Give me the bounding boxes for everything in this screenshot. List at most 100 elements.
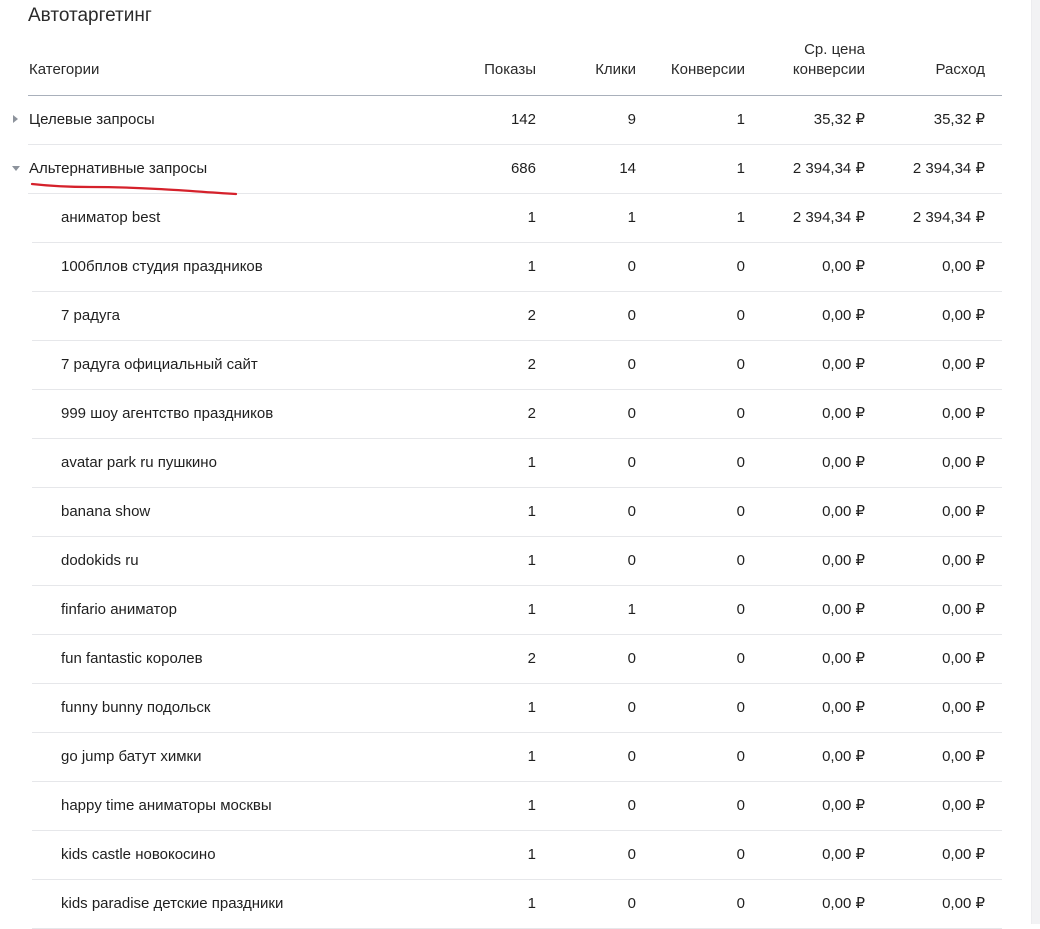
row-divider bbox=[28, 193, 1002, 194]
child-row: 100бплов студия праздников 1 0 0 0,00 ₽ 0,00 … bbox=[0, 243, 1040, 292]
row-avg-cpa: 0,00 ₽ bbox=[822, 552, 865, 569]
row-conversions: 0 bbox=[736, 552, 745, 569]
row-name: banana show bbox=[61, 503, 151, 520]
row-impressions: 1 bbox=[527, 846, 536, 863]
row-impressions: 2 bbox=[527, 356, 536, 373]
child-row: finfario аниматор 1 1 0 0,00 ₽ 0,00 ₽ bbox=[0, 586, 1040, 635]
row-divider bbox=[32, 683, 1002, 684]
column-header-conversions[interactable]: Конверсии bbox=[670, 61, 745, 78]
row-conversions: 0 bbox=[736, 503, 745, 520]
group-row[interactable]: Целевые запросы 142 9 1 35,32 ₽ 35,32 ₽ bbox=[0, 96, 1040, 145]
row-conversions: 0 bbox=[736, 699, 745, 716]
row-spend: 0,00 ₽ bbox=[942, 601, 985, 618]
row-spend: 0,00 ₽ bbox=[942, 405, 985, 422]
row-conversions: 0 bbox=[736, 405, 745, 422]
row-name: аниматор best bbox=[61, 209, 161, 226]
row-spend: 0,00 ₽ bbox=[942, 650, 985, 667]
row-impressions: 2 bbox=[527, 405, 536, 422]
row-avg-cpa: 0,00 ₽ bbox=[822, 650, 865, 667]
row-avg-cpa: 0,00 ₽ bbox=[822, 307, 865, 324]
table-header: Категории Показы Клики Конверсии Ср. цен… bbox=[0, 38, 1040, 95]
row-clicks: 0 bbox=[627, 307, 636, 324]
column-header-avg-cpa-line2: конверсии bbox=[792, 61, 865, 78]
row-divider bbox=[32, 732, 1002, 733]
row-conversions: 1 bbox=[736, 160, 745, 177]
row-name: finfario аниматор bbox=[61, 601, 177, 618]
row-impressions: 1 bbox=[527, 454, 536, 471]
row-conversions: 0 bbox=[736, 797, 745, 814]
row-clicks: 0 bbox=[627, 258, 636, 275]
row-clicks: 1 bbox=[627, 209, 636, 226]
row-divider bbox=[32, 340, 1002, 341]
row-name: avatar park ru пушкино bbox=[61, 454, 217, 471]
child-row: 7 радуга 2 0 0 0,00 ₽ 0,00 ₽ bbox=[0, 292, 1040, 341]
column-header-clicks[interactable]: Клики bbox=[595, 61, 636, 78]
row-clicks: 0 bbox=[627, 503, 636, 520]
row-conversions: 1 bbox=[736, 209, 745, 226]
child-row: kids castle новокосино 1 0 0 0,00 ₽ 0,00 ₽ bbox=[0, 831, 1040, 880]
row-spend: 0,00 ₽ bbox=[942, 895, 985, 912]
row-clicks: 0 bbox=[627, 699, 636, 716]
row-name: funny bunny подольск bbox=[61, 699, 211, 716]
chevron-down-icon[interactable] bbox=[12, 166, 20, 171]
child-row: banana show 1 0 0 0,00 ₽ 0,00 ₽ bbox=[0, 488, 1040, 537]
scrollbar-track[interactable] bbox=[1031, 0, 1040, 924]
row-name: dodokids ru bbox=[61, 552, 139, 569]
row-avg-cpa: 0,00 ₽ bbox=[822, 895, 865, 912]
row-spend: 0,00 ₽ bbox=[942, 797, 985, 814]
child-row: 7 радуга официальный сайт 2 0 0 0,00 ₽ 0,00 ₽ bbox=[0, 341, 1040, 390]
row-conversions: 1 bbox=[736, 111, 745, 128]
row-clicks: 0 bbox=[627, 846, 636, 863]
row-conversions: 0 bbox=[736, 748, 745, 765]
row-avg-cpa: 0,00 ₽ bbox=[822, 748, 865, 765]
row-divider bbox=[32, 389, 1002, 390]
row-avg-cpa: 0,00 ₽ bbox=[822, 356, 865, 373]
row-divider bbox=[32, 291, 1002, 292]
row-name: 100бплов студия праздников bbox=[61, 258, 263, 275]
column-header-spend[interactable]: Расход bbox=[935, 61, 985, 78]
column-header-category[interactable]: Категории bbox=[29, 61, 100, 78]
row-name: Альтернативные запросы bbox=[29, 160, 208, 177]
row-avg-cpa: 0,00 ₽ bbox=[822, 797, 865, 814]
row-clicks: 0 bbox=[627, 797, 636, 814]
row-impressions: 1 bbox=[527, 895, 536, 912]
child-row: dodokids ru 1 0 0 0,00 ₽ 0,00 ₽ bbox=[0, 537, 1040, 586]
row-spend: 0,00 ₽ bbox=[942, 356, 985, 373]
row-divider bbox=[32, 438, 1002, 439]
row-clicks: 0 bbox=[627, 405, 636, 422]
row-divider bbox=[32, 242, 1002, 243]
row-clicks: 0 bbox=[627, 356, 636, 373]
row-impressions: 1 bbox=[527, 797, 536, 814]
row-spend: 0,00 ₽ bbox=[942, 503, 985, 520]
header-divider bbox=[28, 95, 1002, 96]
row-name: Целевые запросы bbox=[29, 111, 155, 128]
child-row: fun fantastic королев 2 0 0 0,00 ₽ 0,00 ₽ bbox=[0, 635, 1040, 684]
row-clicks: 0 bbox=[627, 454, 636, 471]
row-spend: 0,00 ₽ bbox=[942, 699, 985, 716]
group-row[interactable]: Альтернативные запросы 686 14 1 2 394,34 ₽ 2 … bbox=[0, 145, 1040, 194]
column-header-impressions[interactable]: Показы bbox=[484, 61, 536, 78]
row-avg-cpa: 0,00 ₽ bbox=[822, 503, 865, 520]
row-name: 999 шоу агентство праздников bbox=[61, 405, 274, 422]
row-impressions: 1 bbox=[527, 601, 536, 618]
row-name: kids paradise детские праздники bbox=[61, 895, 284, 912]
row-spend: 0,00 ₽ bbox=[942, 307, 985, 324]
row-name: happy time аниматоры москвы bbox=[61, 797, 272, 814]
row-spend: 35,32 ₽ bbox=[933, 111, 985, 128]
column-header-avg-cpa[interactable]: Ср. цена конверсии bbox=[755, 40, 865, 80]
row-spend: 0,00 ₽ bbox=[942, 846, 985, 863]
row-conversions: 0 bbox=[736, 258, 745, 275]
row-avg-cpa: 0,00 ₽ bbox=[822, 601, 865, 618]
row-name: fun fantastic королев bbox=[61, 650, 203, 667]
row-spend: 2 394,34 ₽ bbox=[912, 160, 985, 177]
row-spend: 0,00 ₽ bbox=[942, 552, 985, 569]
row-impressions: 1 bbox=[527, 503, 536, 520]
row-avg-cpa: 2 394,34 ₽ bbox=[792, 160, 865, 177]
chevron-right-icon[interactable] bbox=[13, 115, 18, 123]
row-conversions: 0 bbox=[736, 356, 745, 373]
row-avg-cpa: 2 394,34 ₽ bbox=[792, 209, 865, 226]
page-title: Автотаргетинг bbox=[28, 5, 152, 26]
row-divider bbox=[32, 487, 1002, 488]
row-avg-cpa: 0,00 ₽ bbox=[822, 699, 865, 716]
row-name: 7 радуга bbox=[61, 307, 120, 324]
